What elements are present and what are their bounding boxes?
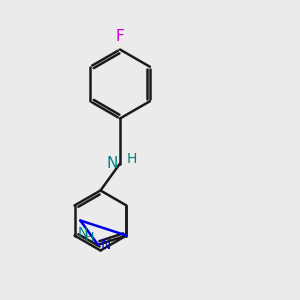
- Text: N: N: [77, 226, 88, 240]
- Text: F: F: [116, 29, 124, 44]
- Text: H: H: [127, 152, 137, 166]
- Text: N: N: [106, 156, 118, 171]
- Text: H: H: [85, 231, 94, 244]
- Text: N: N: [101, 238, 111, 252]
